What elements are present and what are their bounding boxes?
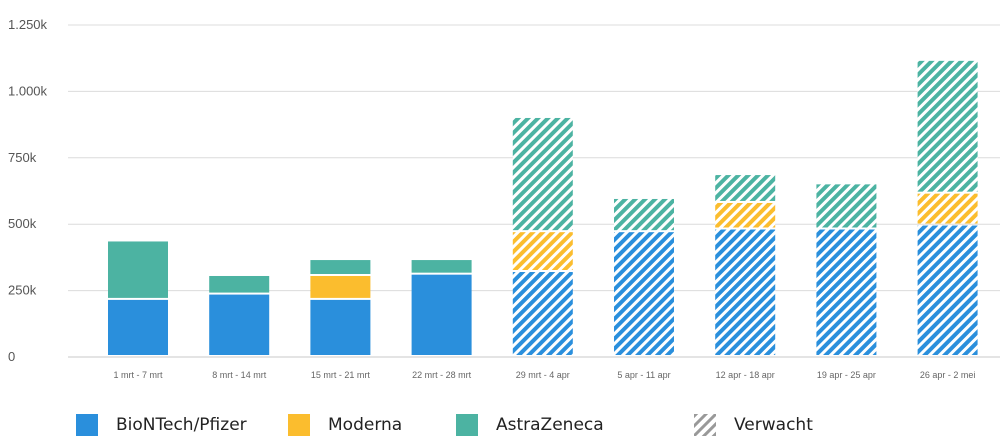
legend-label-moderna: Moderna xyxy=(328,415,403,435)
legend-item-biontech: BioNTech/Pfizer xyxy=(76,414,247,436)
bar-segment-biontech-pfizer xyxy=(310,299,371,355)
y-tick-label: 1.000k xyxy=(8,83,48,98)
bar-segment-biontech-pfizer xyxy=(816,229,877,355)
legend-swatch-astrazeneca xyxy=(456,414,478,436)
y-tick-label: 750k xyxy=(8,150,37,165)
bar-segment-moderna xyxy=(310,275,371,298)
legend-item-astrazeneca: AstraZeneca xyxy=(456,414,604,436)
bar-segment-astrazeneca xyxy=(715,175,776,201)
bar-segment-biontech-pfizer xyxy=(917,225,978,355)
legend-label-astrazeneca: AstraZeneca xyxy=(496,415,604,435)
bar-segment-biontech-pfizer xyxy=(715,229,776,355)
x-tick-label: 12 apr - 18 apr xyxy=(716,370,775,380)
bar-segment-astrazeneca xyxy=(108,241,168,298)
y-tick-label: 250k xyxy=(8,283,37,298)
y-tick-label: 500k xyxy=(8,216,37,231)
bar-segment-astrazeneca xyxy=(512,117,573,231)
x-tick-label: 15 mrt - 21 mrt xyxy=(311,370,371,380)
legend-label-verwacht: Verwacht xyxy=(734,415,813,435)
bar-segment-moderna xyxy=(715,202,776,228)
bar-segment-biontech-pfizer xyxy=(411,274,472,355)
bar-segment-astrazeneca xyxy=(614,198,674,231)
bar-segment-astrazeneca xyxy=(917,60,978,192)
bar-segment-biontech-pfizer xyxy=(512,272,573,355)
x-tick-label: 1 mrt - 7 mrt xyxy=(114,370,163,380)
bar-segment-moderna xyxy=(512,232,573,271)
chart-legend: BioNTech/Pfizer Moderna AstraZeneca Verw… xyxy=(0,410,1002,438)
bar-segment-astrazeneca xyxy=(209,275,270,293)
x-tick-label: 8 mrt - 14 mrt xyxy=(212,370,267,380)
legend-swatch-moderna xyxy=(288,414,310,436)
legend-item-verwacht: Verwacht xyxy=(694,414,813,436)
x-tick-label: 5 apr - 11 apr xyxy=(617,370,670,380)
x-tick-label: 22 mrt - 28 mrt xyxy=(412,370,472,380)
y-tick-label: 0 xyxy=(8,349,15,364)
bar-segment-astrazeneca xyxy=(816,184,877,228)
legend-item-moderna: Moderna xyxy=(288,414,402,436)
bar-segment-moderna xyxy=(917,193,978,224)
x-tick-label: 19 apr - 25 apr xyxy=(817,370,876,380)
bar-segment-biontech-pfizer xyxy=(108,299,168,355)
legend-swatch-biontech xyxy=(76,414,98,436)
bar-segment-astrazeneca xyxy=(310,260,371,274)
legend-swatch-verwacht-hatch-icon xyxy=(694,414,716,436)
x-tick-label: 29 mrt - 4 apr xyxy=(516,370,570,380)
x-tick-label: 26 apr - 2 mei xyxy=(920,370,976,380)
bar-segment-biontech-pfizer xyxy=(614,232,674,355)
bar-segment-astrazeneca xyxy=(411,260,472,273)
legend-label-biontech: BioNTech/Pfizer xyxy=(116,415,247,435)
bar-segment-biontech-pfizer xyxy=(209,294,270,355)
y-tick-label: 1.250k xyxy=(8,17,48,32)
